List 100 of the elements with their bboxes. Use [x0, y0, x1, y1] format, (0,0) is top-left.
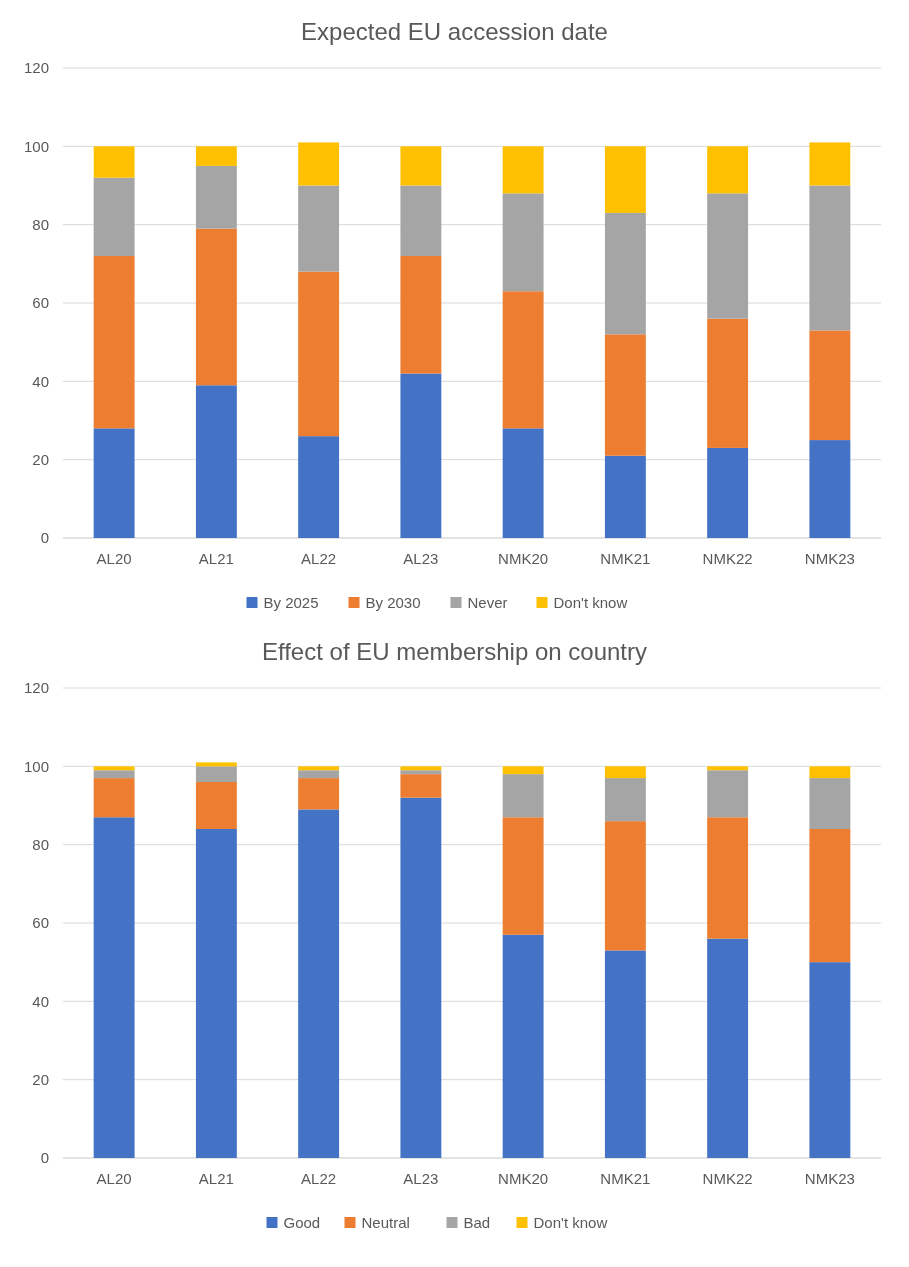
bar [604, 212, 646, 335]
bar [195, 146, 237, 166]
x-tick-label: NMK21 [600, 550, 651, 567]
bar [195, 762, 237, 767]
bar [298, 778, 340, 810]
bar [400, 146, 442, 186]
bar [298, 142, 340, 186]
bar [400, 373, 442, 538]
bar [604, 334, 646, 456]
y-tick-label: 120 [23, 679, 49, 697]
bar [400, 256, 442, 374]
legend-label: Neutral [361, 1214, 410, 1232]
bar [809, 440, 851, 538]
y-tick-label: 100 [23, 137, 49, 155]
legend-label: Don't know [533, 1214, 608, 1232]
bar [604, 766, 646, 779]
x-tick-label: NMK23 [804, 1170, 855, 1187]
y-tick-label: 60 [32, 914, 49, 932]
legend-label: Good [283, 1214, 321, 1232]
x-tick-label: AL20 [96, 1170, 132, 1187]
x-tick-label: AL22 [301, 550, 337, 567]
y-tick-label: 60 [32, 294, 49, 312]
bar [502, 766, 544, 775]
bar [809, 962, 851, 1158]
bar [502, 817, 544, 935]
y-tick-label: 20 [32, 450, 49, 468]
bar [604, 821, 646, 951]
bar [298, 766, 340, 771]
bar [809, 778, 851, 829]
bar [809, 142, 851, 186]
bar [93, 817, 135, 1158]
bar [502, 146, 544, 194]
bar [707, 938, 749, 1158]
chart-title: Effect of EU membership on country [261, 638, 648, 665]
bar [93, 256, 135, 429]
bar [93, 177, 135, 256]
bar [604, 778, 646, 822]
y-tick-label: 80 [32, 835, 49, 853]
x-tick-label: NMK21 [600, 1170, 651, 1187]
bar [93, 766, 135, 771]
y-tick-label: 40 [32, 992, 49, 1010]
bar [400, 797, 442, 1158]
bar [298, 809, 340, 1158]
bar [809, 829, 851, 963]
bar [93, 146, 135, 178]
bar [400, 774, 442, 798]
legend-label: By 2030 [365, 594, 421, 612]
bar [195, 228, 237, 386]
bar [809, 330, 851, 441]
bar [502, 934, 544, 1158]
x-tick-label: NMK20 [498, 1170, 549, 1187]
x-tick-label: AL23 [403, 1170, 439, 1187]
bar [195, 766, 237, 782]
bar [298, 436, 340, 538]
bar [400, 770, 442, 775]
bar [604, 146, 646, 213]
x-tick-label: AL22 [301, 1170, 337, 1187]
bar [298, 770, 340, 779]
bar [400, 185, 442, 256]
bar [502, 291, 544, 429]
bar [195, 165, 237, 229]
bar [604, 950, 646, 1158]
y-tick-label: 20 [32, 1070, 49, 1088]
x-tick-label: AL21 [198, 1170, 234, 1187]
bar [707, 193, 749, 319]
x-tick-label: NMK20 [498, 550, 549, 567]
bar [400, 766, 442, 771]
bar [195, 782, 237, 829]
chart-title: Expected EU accession date [301, 18, 608, 45]
bar [93, 778, 135, 818]
x-tick-label: NMK22 [702, 1170, 753, 1187]
y-tick-label: 40 [32, 372, 49, 390]
bar [809, 766, 851, 779]
bar [707, 770, 749, 818]
y-tick-label: 120 [23, 59, 49, 77]
bar [195, 829, 237, 1158]
bar [502, 428, 544, 538]
x-tick-label: AL20 [96, 550, 132, 567]
bar [93, 428, 135, 538]
bar [707, 318, 749, 448]
bar [707, 146, 749, 194]
y-tick-label: 100 [23, 757, 49, 775]
y-tick-label: 0 [40, 1149, 49, 1167]
bar [195, 385, 237, 538]
legend-label: Never [467, 594, 508, 612]
legend-label: Don't know [553, 594, 628, 612]
bar [502, 774, 544, 818]
x-tick-label: NMK23 [804, 550, 855, 567]
x-tick-label: AL21 [198, 550, 234, 567]
bar [604, 455, 646, 538]
y-tick-label: 80 [32, 215, 49, 233]
legend-label: By 2025 [263, 594, 319, 612]
legend-label: Bad [463, 1214, 491, 1232]
x-tick-label: AL23 [403, 550, 439, 567]
bar [809, 185, 851, 331]
bar [707, 817, 749, 939]
bar [707, 766, 749, 771]
bar [93, 770, 135, 779]
x-tick-label: NMK22 [702, 550, 753, 567]
y-tick-label: 0 [40, 529, 49, 547]
